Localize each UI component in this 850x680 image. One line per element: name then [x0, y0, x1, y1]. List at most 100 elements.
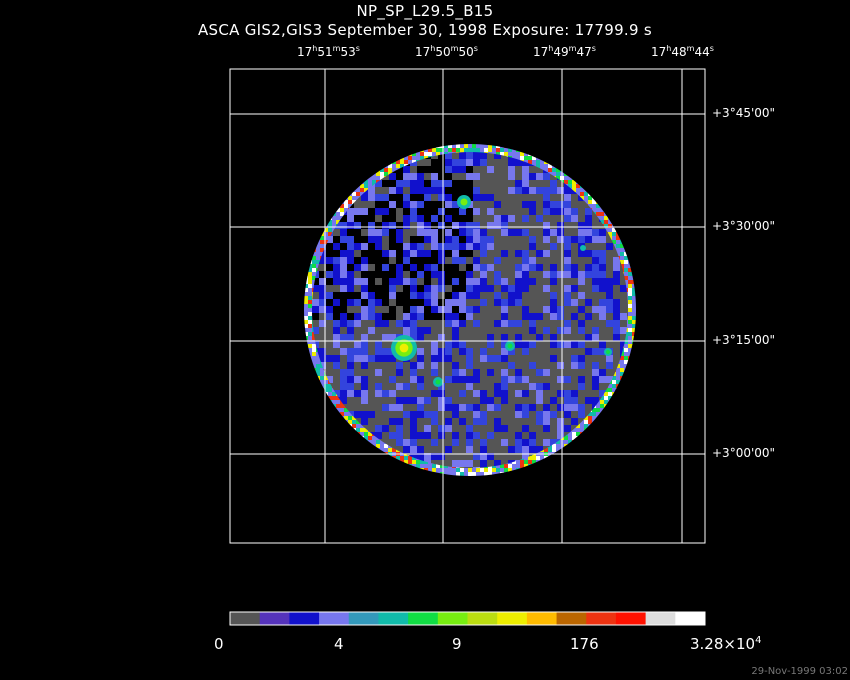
- rim-pixel: [620, 212, 624, 216]
- image-pixel: [403, 292, 410, 299]
- image-pixel: [529, 425, 536, 432]
- rim-pixel: [348, 168, 352, 172]
- rim-pixel: [384, 160, 388, 164]
- image-pixel: [578, 411, 585, 418]
- image-pixel: [445, 369, 452, 376]
- rim-pixel: [368, 152, 372, 156]
- image-pixel: [599, 152, 606, 159]
- rim-pixel: [388, 160, 392, 164]
- image-pixel: [326, 159, 333, 166]
- image-pixel: [417, 313, 424, 320]
- rim-pixel: [320, 148, 324, 152]
- image-pixel: [410, 166, 417, 173]
- image-pixel: [382, 432, 389, 439]
- rim-pixel: [632, 204, 636, 208]
- image-pixel: [508, 201, 515, 208]
- rim-pixel: [532, 148, 536, 152]
- image-pixel: [480, 369, 487, 376]
- image-pixel: [396, 285, 403, 292]
- image-pixel: [585, 243, 592, 250]
- rim-pixel: [324, 228, 328, 232]
- image-pixel: [508, 313, 515, 320]
- image-pixel: [557, 215, 564, 222]
- image-pixel: [508, 299, 515, 306]
- image-pixel: [333, 278, 340, 285]
- rim-pixel: [604, 224, 608, 228]
- image-pixel: [375, 460, 382, 467]
- image-pixel: [564, 355, 571, 362]
- image-pixel: [494, 208, 501, 215]
- rim-pixel: [632, 244, 636, 248]
- image-pixel: [606, 467, 613, 473]
- rim-pixel: [320, 188, 324, 192]
- image-pixel: [375, 390, 382, 397]
- image-pixel: [494, 201, 501, 208]
- image-pixel: [445, 264, 452, 271]
- image-pixel: [382, 376, 389, 383]
- image-pixel: [326, 278, 333, 285]
- image-pixel: [578, 229, 585, 236]
- image-pixel: [599, 467, 606, 473]
- image-pixel: [403, 250, 410, 257]
- rim-pixel: [628, 188, 632, 192]
- image-pixel: [494, 327, 501, 334]
- image-pixel: [382, 369, 389, 376]
- rim-pixel: [632, 240, 636, 244]
- image-pixel: [466, 334, 473, 341]
- image-pixel: [417, 411, 424, 418]
- image-pixel: [382, 348, 389, 355]
- image-pixel: [487, 383, 494, 390]
- image-pixel: [473, 369, 480, 376]
- rim-pixel: [400, 144, 404, 148]
- rim-pixel: [328, 196, 332, 200]
- image-pixel: [340, 313, 347, 320]
- image-pixel: [634, 250, 641, 257]
- rim-pixel: [336, 144, 340, 148]
- rim-pixel: [636, 188, 637, 192]
- rim-pixel: [352, 176, 356, 180]
- rim-pixel: [596, 184, 600, 188]
- image-pixel: [480, 439, 487, 446]
- rim-pixel: [320, 196, 324, 200]
- image-pixel: [501, 341, 508, 348]
- image-pixel: [389, 152, 396, 159]
- rim-pixel: [332, 140, 336, 144]
- image-pixel: [578, 306, 585, 313]
- image-pixel: [340, 474, 347, 481]
- image-pixel: [389, 229, 396, 236]
- rim-pixel: [596, 188, 600, 192]
- image-pixel: [375, 467, 382, 473]
- image-pixel: [354, 159, 361, 166]
- rim-pixel: [596, 164, 600, 168]
- rim-pixel: [584, 172, 588, 176]
- image-pixel: [312, 446, 319, 453]
- image-pixel: [361, 320, 368, 327]
- image-pixel: [452, 215, 459, 222]
- image-pixel: [389, 320, 396, 327]
- rim-pixel: [304, 196, 308, 200]
- image-pixel: [634, 173, 641, 180]
- rim-pixel: [376, 140, 380, 144]
- image-pixel: [424, 355, 431, 362]
- image-pixel: [564, 376, 571, 383]
- rim-pixel: [464, 140, 468, 144]
- image-pixel: [529, 397, 536, 404]
- image-pixel: [361, 460, 368, 467]
- rim-pixel: [624, 192, 628, 196]
- rim-pixel: [544, 148, 548, 152]
- rim-pixel: [576, 160, 580, 164]
- image-pixel: [389, 271, 396, 278]
- image-pixel: [613, 425, 620, 432]
- image-pixel: [403, 299, 410, 306]
- rim-pixel: [332, 172, 336, 176]
- image-pixel: [382, 404, 389, 411]
- rim-pixel: [572, 176, 576, 180]
- image-pixel: [466, 271, 473, 278]
- image-pixel: [445, 334, 452, 341]
- rim-pixel: [344, 156, 348, 160]
- rim-pixel: [356, 148, 360, 152]
- rim-pixel: [596, 144, 600, 148]
- image-pixel: [354, 404, 361, 411]
- rim-pixel: [316, 144, 320, 148]
- rim-pixel: [572, 140, 576, 144]
